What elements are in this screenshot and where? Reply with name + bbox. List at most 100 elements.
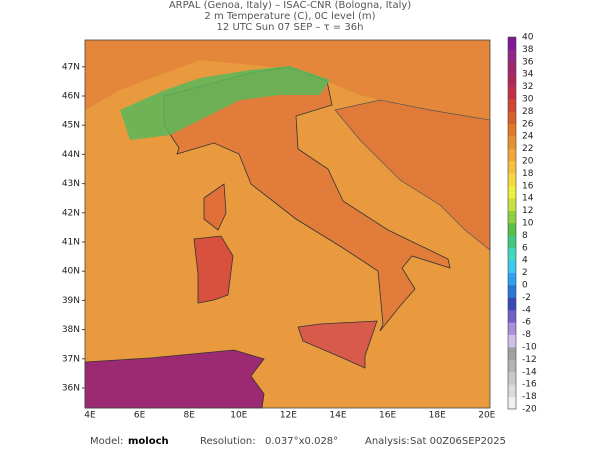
colorbar-label: 4 [522, 256, 528, 266]
colorbar-label: -6 [522, 318, 531, 328]
title-line: 12 UTC Sun 07 SEP – τ = 36h [217, 22, 364, 33]
colorbar-label: 12 [522, 206, 533, 216]
sicily [297, 320, 378, 369]
resolution: 0.037°x0.028° [265, 436, 338, 447]
map-area [84, 39, 491, 409]
colorbar-segment [508, 347, 516, 360]
colorbar-label: -14 [522, 367, 537, 377]
colorbar-label: 8 [522, 231, 528, 241]
colorbar-label: -20 [522, 405, 537, 415]
corsica [203, 183, 227, 231]
lat-label: 39N [62, 296, 80, 306]
sardinia [193, 235, 234, 304]
map-frame [84, 39, 491, 409]
colorbar-segment [508, 359, 516, 373]
colorbar-segment [508, 309, 516, 323]
model: moloch [128, 436, 169, 447]
colorbar-segment [508, 223, 516, 236]
colorbar-segment [508, 74, 516, 87]
colorbar-segment [508, 285, 516, 298]
lon-label: 14E [329, 411, 346, 421]
colorbar-frame [507, 36, 517, 410]
colorbar-label: 30 [522, 95, 534, 105]
lon-label: 4E [84, 411, 96, 421]
colorbar-label: 26 [522, 119, 534, 129]
colorbar-label: -12 [522, 355, 537, 365]
colorbar-segment [508, 86, 516, 100]
colorbar-segment [508, 136, 516, 149]
lat-label: 44N [62, 150, 80, 160]
colorbar-label: 40 [522, 33, 534, 43]
colorbar-label: 32 [522, 82, 533, 92]
colorbar-label: 28 [522, 107, 534, 117]
colorbar-label: 0 [522, 281, 528, 291]
colorbar-segment [508, 37, 516, 50]
resolution-label: Resolution: [200, 436, 256, 447]
lat-labels: 36N 37N 38N 39N 40N 41N 42N 43N 44N 45N 46N 47N [62, 62, 85, 394]
lat-label: 41N [62, 238, 80, 248]
colorbar-segment [508, 334, 516, 348]
colorbar-segment [508, 99, 516, 112]
colorbar-segment [508, 210, 516, 224]
colorbar-label: 14 [522, 194, 534, 204]
colorbar-segment [508, 247, 516, 261]
lat-label: 37N [62, 354, 80, 364]
lat-label: 38N [62, 325, 80, 335]
colorbar: -20-18-16-14-12-10-8-6-4-202468101214161… [507, 33, 537, 415]
colorbar-label: 18 [522, 169, 534, 179]
colorbar-label: -2 [522, 293, 531, 303]
colorbar-label: 2 [522, 268, 528, 278]
colorbar-segment [508, 185, 516, 199]
lon-label: 6E [134, 411, 146, 421]
colorbar-label: 38 [522, 45, 534, 55]
colorbar-label: 36 [522, 57, 534, 67]
lon-label: 20E [478, 411, 495, 421]
colorbar-segment [508, 61, 516, 75]
colorbar-label: -8 [522, 330, 531, 340]
lon-label: 18E [429, 411, 446, 421]
colorbar-label: 22 [522, 144, 533, 154]
lon-label: 8E [183, 411, 195, 421]
lat-label: 36N [62, 384, 80, 394]
colorbar-label: -4 [522, 305, 531, 315]
analysis: Sat 00Z06SEP2025 [410, 436, 506, 447]
colorbar-segment [508, 297, 516, 311]
colorbar-label: -16 [522, 380, 537, 390]
title-line: ARPAL (Genoa, Italy) – ISAC-CNR (Bologna… [169, 0, 411, 11]
colorbar-segment [508, 123, 516, 137]
colorbar-label: 24 [522, 132, 534, 142]
lat-label: 42N [62, 208, 80, 218]
colorbar-label: 16 [522, 181, 534, 191]
lat-label: 47N [62, 62, 80, 72]
colorbar-segment [508, 198, 516, 211]
colorbar-label: 34 [522, 70, 534, 80]
colorbar-label: -10 [522, 343, 537, 353]
colorbar-label: 6 [522, 243, 528, 253]
colorbar-segment [508, 371, 516, 385]
lat-label: 45N [62, 121, 80, 131]
colorbar-segment [508, 396, 516, 410]
lat-label: 40N [62, 267, 80, 277]
colorbar-label: -18 [522, 392, 537, 402]
colorbar-segment [508, 272, 516, 286]
lon-label: 16E [379, 411, 396, 421]
lat-label: 46N [62, 92, 80, 102]
colorbar-segment [508, 161, 516, 174]
colorbar-segment [508, 49, 516, 63]
lat-label: 43N [62, 179, 80, 189]
lon-labels: 4E 6E 8E 10E 12E 14E 16E 18E 20E [84, 411, 495, 421]
colorbar-segment [508, 173, 516, 187]
colorbar-segment [508, 111, 516, 125]
colorbar-segment [508, 322, 516, 335]
colorbar-segment [508, 384, 516, 397]
lon-label: 12E [280, 411, 297, 421]
colorbar-label: 10 [522, 219, 534, 229]
balkans [334, 99, 491, 251]
model-label: Model: [90, 436, 123, 447]
colorbar-segment [508, 260, 516, 273]
title-line: 2 m Temperature (C), 0C level (m) [204, 11, 375, 22]
alps [120, 66, 330, 140]
colorbar-segment [508, 148, 516, 162]
colorbar-label: 20 [522, 157, 534, 167]
